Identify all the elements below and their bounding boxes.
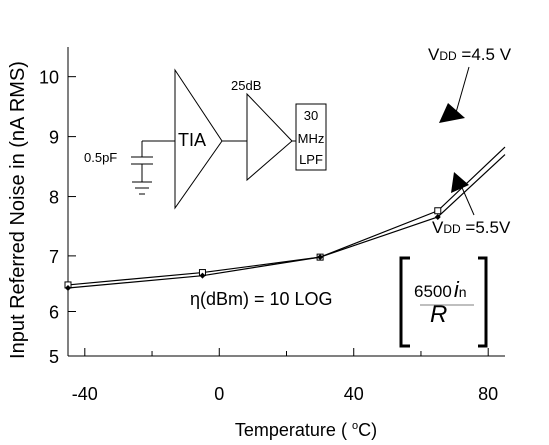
lpf-box: [295, 103, 327, 171]
x-axis-ticks: -40 0 40 80: [72, 348, 498, 404]
x-tick-label: -40: [72, 384, 98, 404]
data-point-diamond: [65, 285, 71, 292]
amplifier-circuit-inset: [131, 68, 327, 210]
x-axis-label: Temperature ( oC): [235, 420, 377, 440]
y-axis-label: Input Referred Noise in (nA RMS): [7, 61, 29, 359]
x-tick-label: 80: [478, 384, 498, 404]
y-tick-label: 5: [49, 347, 59, 367]
vdd-5-5-arrow-shaft: [459, 182, 475, 216]
data-point-diamond: [434, 213, 441, 220]
y-tick-label: 8: [49, 188, 59, 208]
data-point-diamond: [199, 272, 206, 279]
gain-label: 25dB: [231, 78, 261, 93]
gain-stage-triangle: [246, 92, 293, 182]
y-tick-label: 6: [49, 303, 59, 323]
formula-bracket: [399, 256, 488, 348]
series-layer: [64, 146, 506, 292]
data-point-diamond: [317, 254, 324, 261]
tia-label: TIA: [178, 130, 206, 150]
vdd-5-5-arrowhead: [451, 172, 469, 193]
right-bracket: [478, 256, 488, 348]
bracket-numerator: 6500in: [414, 277, 467, 302]
vdd-4-5-arrow-shaft: [454, 66, 470, 117]
y-tick-label: 9: [49, 128, 59, 148]
vdd-4-5-arrowhead: [439, 103, 465, 123]
lpf-line-1: 30: [304, 108, 318, 123]
capacitor-label: 0.5pF: [84, 150, 117, 165]
vdd-4-5-label: VDD =4.5 V: [428, 45, 512, 64]
data-point-square: [434, 207, 442, 215]
y-tick-label: 7: [49, 247, 59, 267]
x-tick-label: 0: [214, 384, 224, 404]
bracket-denominator: R: [430, 301, 447, 328]
noise-formula-text: η(dBm) = 10 LOG: [190, 289, 333, 309]
lpf-line-3: LPF: [299, 152, 323, 167]
vdd-5-5-label: VDD =5.5V: [432, 218, 511, 237]
left-bracket: [399, 256, 410, 348]
lpf-line-2: MHz: [298, 131, 325, 146]
x-tick-label: 40: [344, 384, 364, 404]
y-tick-label: 10: [39, 68, 59, 88]
y-axis-ticks: 5 6 7 8 9 10: [39, 68, 76, 367]
tia-amplifier-triangle: [174, 68, 223, 210]
